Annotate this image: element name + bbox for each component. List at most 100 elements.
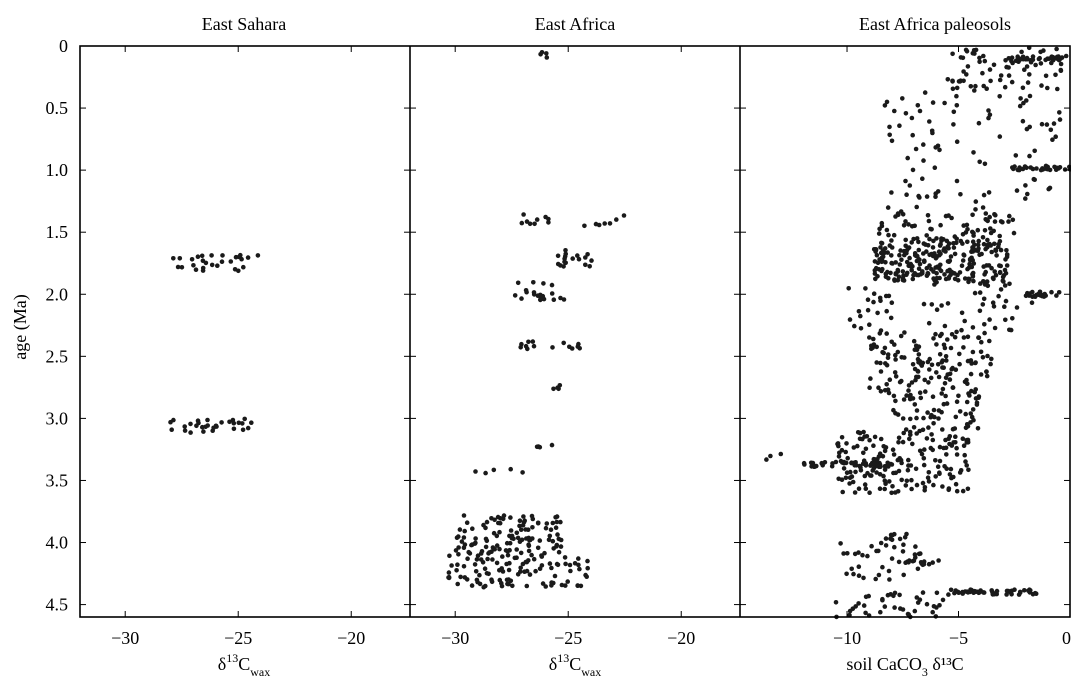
data-point xyxy=(964,72,969,77)
data-point xyxy=(466,549,472,555)
data-point xyxy=(884,382,889,387)
data-point xyxy=(504,577,510,583)
data-point xyxy=(453,548,459,553)
data-point xyxy=(926,561,932,567)
data-point xyxy=(990,300,996,306)
data-point xyxy=(917,390,923,396)
data-point xyxy=(906,457,911,463)
data-point xyxy=(896,440,901,445)
x-tick-label: −5 xyxy=(949,628,968,648)
data-point xyxy=(507,560,512,566)
data-point xyxy=(191,263,196,268)
data-point xyxy=(973,199,979,204)
data-point xyxy=(934,271,939,276)
data-point xyxy=(960,436,966,442)
data-point xyxy=(1027,124,1032,130)
ticks-east-sahara: −30 −25 −20 xyxy=(80,45,410,648)
data-point xyxy=(843,449,848,455)
data-point xyxy=(872,271,878,276)
data-point xyxy=(946,487,951,493)
data-point xyxy=(912,271,918,276)
data-point xyxy=(871,291,877,297)
data-point xyxy=(929,266,934,272)
data-point xyxy=(889,138,895,144)
data-point xyxy=(898,248,903,253)
data-point xyxy=(867,490,872,496)
data-point xyxy=(890,261,895,266)
data-point xyxy=(992,591,997,597)
data-point xyxy=(558,519,563,525)
panel-east-africa: East Africa −30 −25 −20 δ13Cwax xyxy=(410,14,740,679)
data-point xyxy=(236,420,242,426)
x-tick-label: 0 xyxy=(1062,628,1071,648)
data-point xyxy=(961,345,966,350)
data-point xyxy=(585,252,590,257)
data-point xyxy=(1032,177,1037,182)
data-point xyxy=(868,376,873,381)
data-point xyxy=(948,254,954,259)
data-point xyxy=(563,561,568,567)
data-point xyxy=(567,344,572,350)
data-point xyxy=(991,62,997,68)
data-point xyxy=(833,600,839,605)
data-point xyxy=(505,552,511,558)
data-point xyxy=(912,402,918,407)
data-point xyxy=(982,228,988,233)
data-point xyxy=(245,425,251,431)
data-point xyxy=(887,124,892,130)
data-point xyxy=(1063,53,1069,59)
data-point xyxy=(881,473,886,479)
data-point xyxy=(978,349,984,355)
data-point xyxy=(1004,263,1010,268)
data-point xyxy=(455,562,460,567)
data-point xyxy=(547,533,553,539)
data-point xyxy=(925,213,931,218)
data-point xyxy=(461,564,467,569)
data-point xyxy=(484,538,490,544)
data-point xyxy=(889,490,894,496)
data-point xyxy=(929,432,934,437)
data-point xyxy=(801,460,807,466)
data-point xyxy=(962,379,968,385)
data-point xyxy=(895,277,901,283)
data-point xyxy=(981,53,986,59)
data-point xyxy=(981,83,986,89)
data-point xyxy=(905,467,911,473)
data-point xyxy=(988,361,993,367)
data-point xyxy=(454,535,460,540)
data-point xyxy=(877,486,883,492)
data-point xyxy=(963,411,968,417)
data-point xyxy=(985,244,990,250)
data-point xyxy=(473,540,478,546)
data-point xyxy=(937,471,942,477)
data-point xyxy=(555,385,560,391)
data-point xyxy=(1018,96,1023,101)
data-point xyxy=(458,574,463,580)
data-point xyxy=(549,583,554,588)
data-point xyxy=(916,551,922,557)
data-point xyxy=(979,339,984,345)
data-point xyxy=(478,551,484,556)
data-point xyxy=(931,407,937,413)
data-point xyxy=(954,399,960,405)
data-point xyxy=(912,366,918,372)
data-point xyxy=(954,93,959,99)
data-point xyxy=(524,568,530,574)
data-point xyxy=(944,358,949,363)
data-point xyxy=(943,249,948,254)
data-point xyxy=(913,343,919,349)
data-point xyxy=(960,258,966,263)
data-point xyxy=(921,415,926,421)
data-point xyxy=(978,281,983,286)
panel-title-east-africa-paleosols: East Africa paleosols xyxy=(859,14,1011,34)
data-point xyxy=(525,346,530,352)
y-tick-label: 2.5 xyxy=(46,346,69,366)
data-point xyxy=(527,572,533,577)
data-point xyxy=(1055,86,1060,92)
data-point xyxy=(210,428,215,434)
data-point xyxy=(972,290,978,296)
data-point xyxy=(903,111,909,116)
data-point xyxy=(521,212,526,217)
data-point xyxy=(506,581,511,587)
data-point xyxy=(539,553,544,558)
